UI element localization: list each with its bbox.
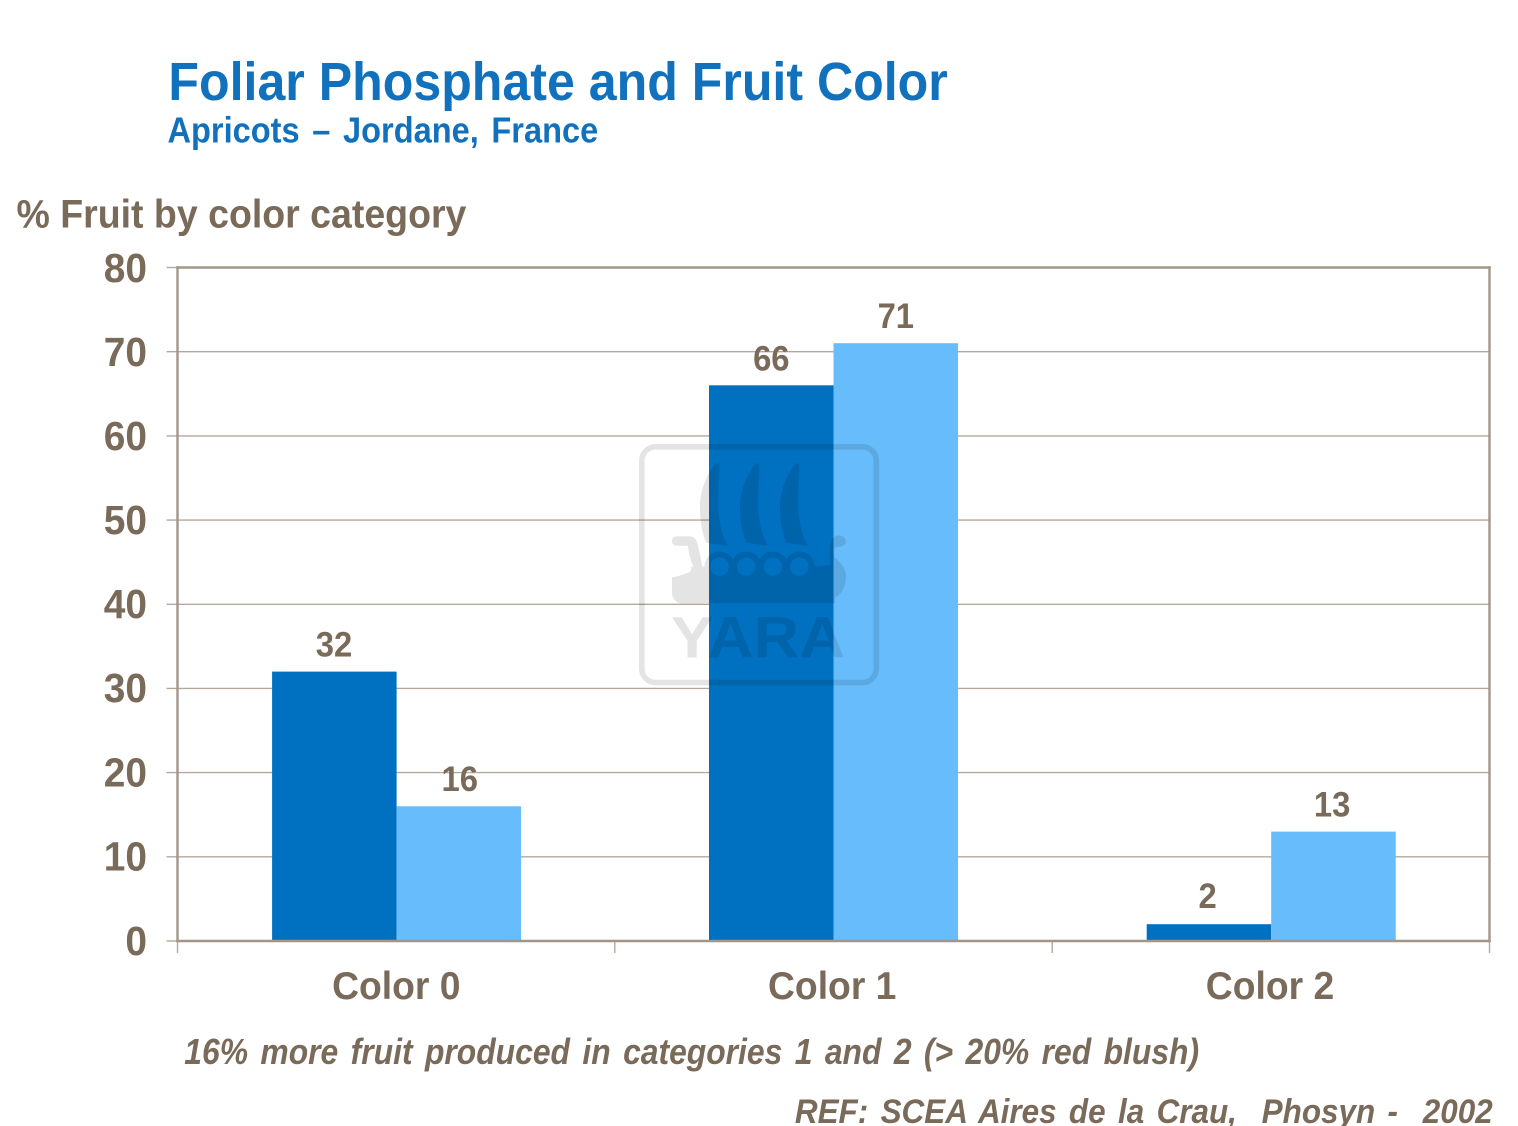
svg-text:40: 40 (104, 582, 147, 627)
svg-text:Color 1: Color 1 (768, 964, 896, 1008)
svg-text:60: 60 (104, 414, 147, 459)
svg-text:32: 32 (316, 625, 352, 664)
svg-text:YARA: YARA (671, 606, 845, 671)
svg-text:70: 70 (104, 330, 147, 375)
svg-text:20: 20 (104, 750, 147, 795)
svg-text:REF: SCEA Aires de la Crau, P: REF: SCEA Aires de la Crau, Phosyn - 200… (795, 1091, 1493, 1126)
svg-text:16: 16 (441, 760, 477, 799)
svg-text:30: 30 (104, 666, 147, 711)
svg-text:50: 50 (104, 498, 147, 543)
svg-text:13: 13 (1314, 785, 1350, 824)
svg-text:71: 71 (878, 297, 914, 336)
svg-text:% Fruit by color category: % Fruit by color category (17, 193, 467, 237)
svg-text:0: 0 (125, 919, 147, 964)
svg-text:Foliar Phosphate and Fruit Col: Foliar Phosphate and Fruit Color (168, 52, 947, 112)
svg-text:Color 0: Color 0 (332, 964, 460, 1008)
svg-text:16% more fruit produced in cat: 16% more fruit produced in categories 1 … (184, 1032, 1199, 1072)
svg-text:66: 66 (753, 339, 789, 378)
svg-text:80: 80 (104, 246, 147, 291)
svg-text:2: 2 (1198, 877, 1216, 916)
svg-text:10: 10 (104, 834, 147, 879)
svg-text:Color 2: Color 2 (1206, 964, 1334, 1008)
svg-text:Apricots – Jordane, France: Apricots – Jordane, France (168, 111, 599, 151)
